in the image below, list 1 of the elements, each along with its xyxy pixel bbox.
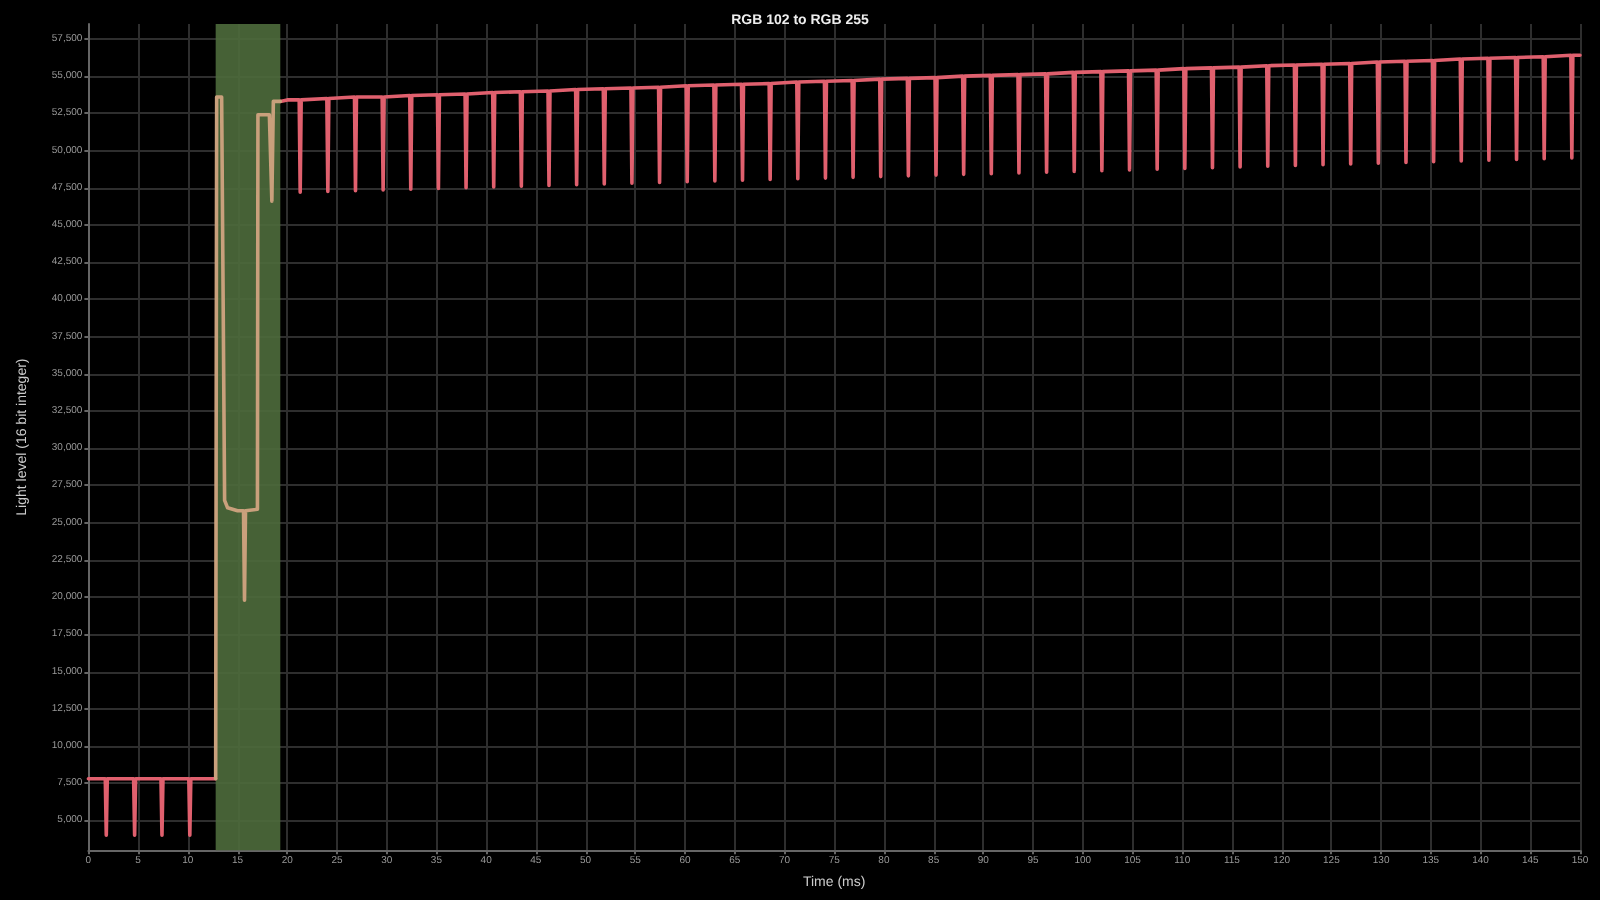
line-series <box>213 95 283 781</box>
